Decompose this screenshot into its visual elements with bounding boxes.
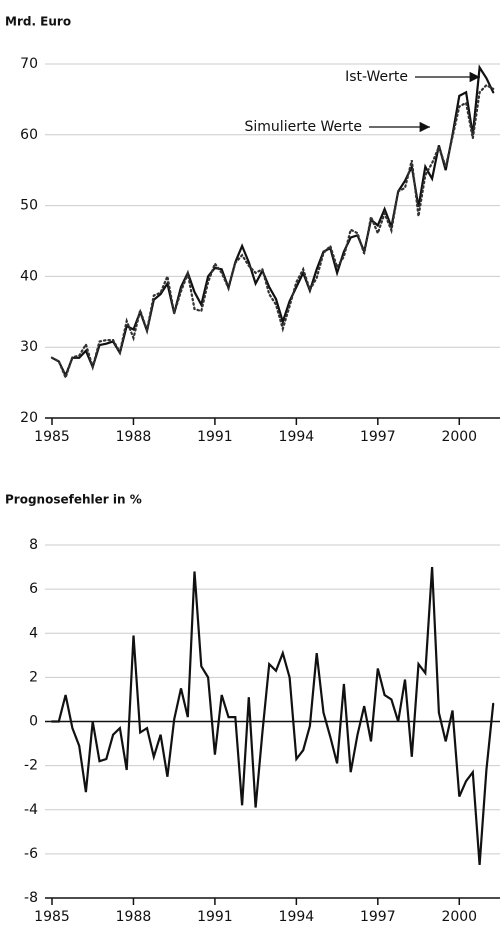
x-tick-label: 1991 [197, 909, 233, 925]
y-tick-label: -8 [24, 890, 38, 906]
chart-title: Prognosefehler in % [5, 493, 142, 507]
x-tick-label: 2000 [441, 909, 477, 925]
y-tick-label: 0 [29, 714, 38, 730]
annotation: Ist-Werte [345, 69, 408, 85]
y-tick-label: -2 [24, 758, 38, 774]
y-tick-label: 6 [29, 581, 38, 597]
y-tick-label: 2 [29, 669, 38, 685]
data-line [50, 83, 495, 381]
x-tick-label: 1985 [34, 429, 70, 445]
x-tick-label: 1988 [116, 909, 152, 925]
x-tick-label: 2000 [441, 429, 477, 445]
x-tick-label: 1991 [197, 429, 233, 445]
x-tick-label: 1985 [34, 909, 70, 925]
y-tick-label: 4 [29, 625, 38, 641]
y-tick-label: 40 [20, 268, 38, 284]
annotation: Simulierte Werte [245, 119, 362, 135]
x-tick-label: 1988 [116, 429, 152, 445]
x-tick-label: 1997 [360, 429, 396, 445]
x-tick-label: 1994 [279, 909, 315, 925]
y-tick-label: 70 [20, 56, 38, 72]
y-tick-label: 60 [20, 127, 38, 143]
y-tick-label: -6 [24, 846, 38, 862]
y-tick-label: 30 [20, 339, 38, 355]
y-tick-label: -4 [24, 802, 38, 818]
x-tick-label: 1994 [279, 429, 315, 445]
data-line [50, 567, 495, 865]
chart-title: Mrd. Euro [5, 15, 71, 29]
data-line [50, 64, 495, 379]
y-tick-label: 20 [20, 410, 38, 426]
y-tick-label: 50 [20, 198, 38, 214]
x-tick-label: 1997 [360, 909, 396, 925]
y-tick-label: 8 [29, 537, 38, 553]
